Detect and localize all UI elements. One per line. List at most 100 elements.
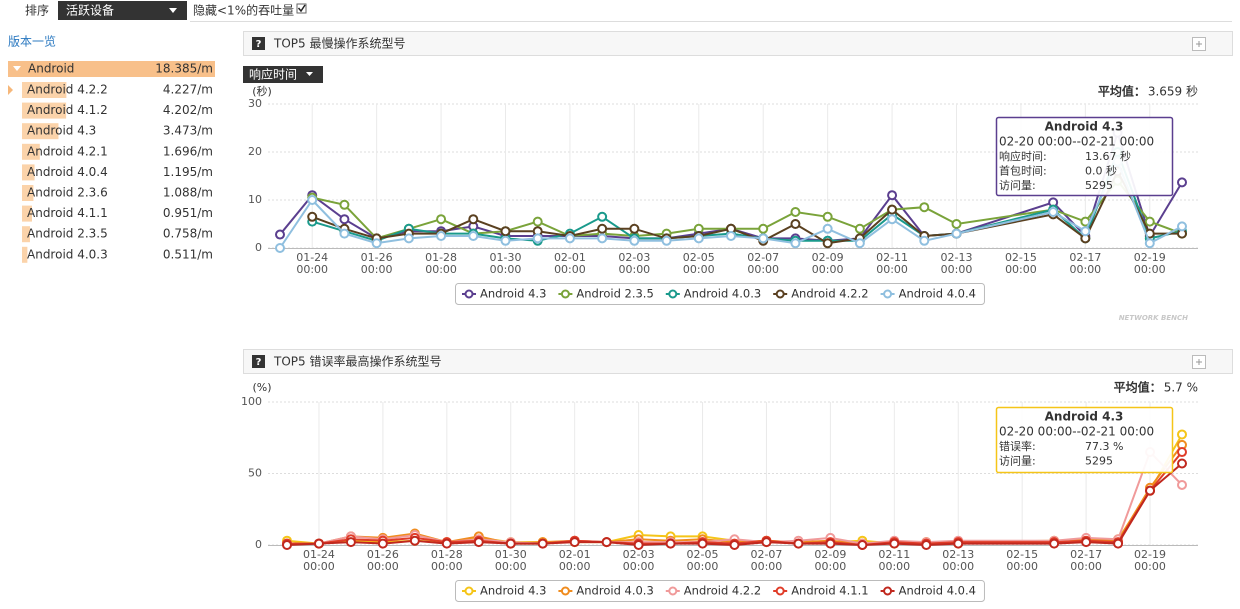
data-point — [339, 214, 350, 225]
help-mark: ? — [256, 39, 262, 50]
data-point — [921, 540, 932, 550]
data-point — [1049, 538, 1060, 549]
x-tick-box: 02-11 00:00 — [876, 252, 908, 276]
data-point — [532, 233, 543, 244]
data-point — [436, 214, 447, 225]
y-axis-label: (秒) — [252, 84, 272, 98]
panel-header — [243, 31, 1233, 56]
data-point — [307, 195, 318, 205]
data-point — [1177, 479, 1187, 490]
average-value: 3.659 秒 — [1148, 85, 1198, 99]
watermark: NETWORK BENCH — [1119, 314, 1188, 322]
data-point — [569, 537, 580, 548]
x-tick-box: 02-13 00:00 — [941, 252, 973, 276]
data-point — [887, 204, 898, 215]
tooltip-value: 5295 — [1085, 179, 1113, 192]
y-tick-label: 30 — [248, 97, 262, 110]
version-bar — [22, 185, 34, 201]
legend-marker — [668, 289, 678, 299]
tooltip-value: 5295 — [1085, 455, 1113, 468]
tooltip-title: Android 4.3 — [1045, 410, 1124, 424]
x-tick-label: 02-05 00:00 — [682, 252, 715, 276]
version-value: 1.088/m — [163, 186, 213, 200]
version-value: 18.385/m — [155, 62, 213, 76]
version-value: 0.758/m — [163, 227, 213, 241]
data-point — [857, 540, 868, 550]
x-tick-box: 01-30 00:00 — [495, 549, 527, 573]
x-tick-label: 02-19 00:00 — [1133, 252, 1166, 276]
legend-marker — [560, 289, 570, 299]
data-point — [313, 538, 324, 549]
x-tick-label: 02-09 00:00 — [814, 549, 847, 573]
checkbox[interactable] — [296, 3, 307, 14]
x-tick-label: 02-11 00:00 — [878, 549, 911, 573]
series-line — [311, 179, 1183, 240]
data-point — [1081, 537, 1092, 548]
x-tick-label: 02-05 00:00 — [686, 549, 719, 573]
data-point — [1177, 221, 1187, 232]
version-value: 4.227/m — [163, 83, 213, 97]
data-point — [951, 219, 962, 229]
expand-plus — [1196, 41, 1202, 47]
sort-value[interactable]: 活跃设备 — [66, 4, 114, 18]
legend-marker — [775, 289, 785, 299]
data-point — [790, 238, 801, 249]
sort-dropdown[interactable] — [58, 1, 187, 20]
data-point — [919, 202, 930, 213]
x-tick-box: 02-13 00:00 — [942, 549, 975, 573]
x-tick-box: 02-03 00:00 — [623, 549, 655, 573]
x-tick-box: 02-09 00:00 — [812, 252, 844, 276]
tooltip-key: 响应时间: — [999, 149, 1047, 163]
data-point — [1113, 538, 1124, 549]
version-bar — [22, 205, 32, 222]
expand-plus — [1196, 359, 1202, 365]
data-point — [822, 223, 833, 234]
version-name: Android 2.3.6 — [27, 186, 108, 200]
dropdown-arrow — [306, 72, 313, 76]
dropdown-arrow — [169, 8, 177, 13]
data-point — [500, 226, 511, 237]
data-point — [339, 228, 350, 239]
data-point — [597, 211, 608, 222]
data-point — [697, 538, 708, 549]
data-point — [1048, 207, 1059, 217]
version-name: Android 4.0.4 — [27, 165, 108, 179]
data-point — [275, 229, 285, 240]
data-point — [790, 219, 801, 229]
data-point — [377, 538, 388, 549]
data-point — [790, 207, 801, 217]
x-tick-label: 02-13 00:00 — [942, 549, 975, 573]
help-icon — [252, 355, 265, 368]
checkmark — [297, 4, 306, 13]
legend-box — [455, 580, 985, 602]
x-tick-box: 02-01 00:00 — [559, 549, 591, 573]
x-tick-box: 02-11 00:00 — [878, 549, 911, 573]
x-tick-label: 01-24 00:00 — [296, 252, 329, 276]
x-tick-label: 02-17 00:00 — [1069, 252, 1102, 276]
metric-dropdown[interactable] — [243, 66, 323, 83]
data-point — [1177, 447, 1187, 458]
data-point — [441, 538, 452, 549]
average-label: 平均值： — [1098, 84, 1146, 99]
data-point — [468, 214, 479, 225]
legend-marker — [464, 586, 474, 596]
data-point — [633, 540, 644, 550]
panel-header — [243, 349, 1233, 374]
tooltip-key: 访问量: — [999, 179, 1036, 192]
data-point — [371, 238, 382, 249]
data-point — [887, 214, 898, 225]
data-point — [1144, 216, 1155, 227]
legend-marker — [464, 289, 474, 299]
data-point — [761, 537, 772, 548]
y-axis-label: (%) — [252, 381, 271, 394]
data-point — [825, 538, 836, 549]
data-point — [275, 243, 285, 253]
data-point — [629, 223, 640, 234]
data-point — [758, 233, 769, 244]
legend-label: Android 4.3 — [480, 287, 546, 301]
x-tick-box: 02-15 00:00 — [1006, 549, 1038, 573]
x-tick-label: 01-28 00:00 — [430, 549, 463, 573]
average-label: 平均值： — [1114, 380, 1162, 395]
x-tick-box: 02-19 00:00 — [1133, 252, 1166, 276]
data-point — [597, 233, 608, 244]
